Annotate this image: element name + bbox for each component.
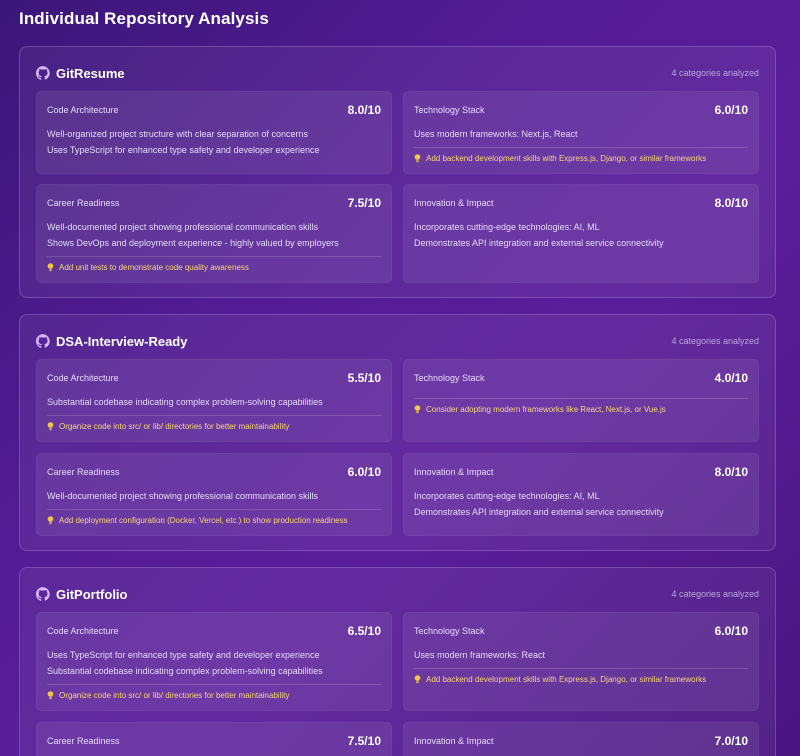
category-name: Code Architecture — [47, 373, 119, 383]
insight-line: Demonstrates API integration and externa… — [414, 238, 664, 248]
repo-card-gitresume: GitResume 4 categories analyzed Code Arc… — [19, 46, 776, 298]
insight-line: Shows DevOps and deployment experience -… — [47, 238, 339, 248]
category-name: Technology Stack — [414, 105, 485, 115]
category-name: Code Architecture — [47, 626, 119, 636]
category-score: 6.0/10 — [714, 103, 748, 117]
category-score: 6.0/10 — [347, 465, 381, 479]
insight-line: Well-organized project structure with cl… — [47, 129, 308, 139]
category-score: 8.0/10 — [714, 196, 748, 210]
category-card-career-readiness: Career Readiness 7.5/10 — [36, 722, 392, 756]
category-name: Innovation & Impact — [414, 198, 494, 208]
category-card-code-architecture: Code Architecture 5.5/10 Substantial code… — [36, 359, 392, 442]
insight-line: Substantial codebase indicating complex … — [47, 397, 323, 407]
category-card-innovation-impact: Innovation & Impact 8.0/10 Incorporates c… — [403, 453, 759, 536]
suggestion-tip: Organize code into src/ or lib/ director… — [47, 684, 381, 700]
category-card-career-readiness: Career Readiness 7.5/10 Well-documented p… — [36, 184, 392, 283]
insight-line: Uses modern frameworks: React — [414, 650, 546, 660]
page-title: Individual Repository Analysis — [19, 9, 269, 28]
category-score: 8.0/10 — [714, 465, 748, 479]
category-name: Career Readiness — [47, 198, 120, 208]
insight-line: Substantial codebase indicating complex … — [47, 666, 323, 676]
suggestion-text: Add unit tests to demonstrate code quali… — [59, 263, 249, 272]
github-icon — [36, 66, 50, 80]
category-name: Innovation & Impact — [414, 736, 494, 746]
categories-count: 4 categories analyzed — [671, 336, 759, 346]
category-card-code-architecture: Code Architecture 6.5/10 Uses TypeScript … — [36, 612, 392, 711]
lightbulb-icon — [414, 154, 421, 163]
category-score: 8.0/10 — [347, 103, 381, 117]
category-score: 7.0/10 — [714, 734, 748, 748]
category-score: 6.0/10 — [714, 624, 748, 638]
repo-card-gitportfolio: GitPortfolio 4 categories analyzed Code … — [19, 567, 776, 756]
category-card-technology-stack: Technology Stack 4.0/10 Consider adopting… — [403, 359, 759, 442]
insight-line: Uses TypeScript for enhanced type safety… — [47, 650, 320, 660]
insight-line: Uses modern frameworks: Next.js, React — [414, 129, 578, 139]
categories-count: 4 categories analyzed — [671, 68, 759, 78]
suggestion-text: Add deployment configuration (Docker, Ve… — [59, 516, 348, 525]
category-name: Technology Stack — [414, 626, 485, 636]
repo-name[interactable]: DSA-Interview-Ready — [56, 333, 188, 349]
category-score: 5.5/10 — [347, 371, 381, 385]
suggestion-text: Organize code into src/ or lib/ director… — [59, 422, 290, 431]
suggestion-tip: Add backend development skills with Expr… — [414, 668, 748, 684]
lightbulb-icon — [414, 675, 421, 684]
category-card-code-architecture: Code Architecture 8.0/10 Well-organized p… — [36, 91, 392, 174]
github-icon — [36, 334, 50, 348]
category-score: 6.5/10 — [347, 624, 381, 638]
suggestion-text: Organize code into src/ or lib/ director… — [59, 691, 290, 700]
category-name: Code Architecture — [47, 105, 119, 115]
category-card-technology-stack: Technology Stack 6.0/10 Uses modern frame… — [403, 91, 759, 174]
lightbulb-icon — [47, 422, 54, 431]
suggestion-tip: Add unit tests to demonstrate code quali… — [47, 256, 381, 272]
category-score: 4.0/10 — [714, 371, 748, 385]
repo-name[interactable]: GitResume — [56, 65, 125, 81]
repo-card-dsa-interview-ready: DSA-Interview-Ready 4 categories analyze… — [19, 314, 776, 551]
lightbulb-icon — [414, 405, 421, 414]
suggestion-tip: Consider adopting modern frameworks like… — [414, 398, 748, 414]
lightbulb-icon — [47, 263, 54, 272]
category-score: 7.5/10 — [347, 734, 381, 748]
category-card-career-readiness: Career Readiness 6.0/10 Well-documented p… — [36, 453, 392, 536]
insight-line: Well-documented project showing professi… — [47, 222, 318, 232]
repo-header: GitPortfolio 4 categories analyzed — [36, 584, 759, 604]
category-name: Career Readiness — [47, 736, 120, 746]
suggestion-text: Add backend development skills with Expr… — [426, 675, 707, 684]
insight-line: Well-documented project showing professi… — [47, 491, 318, 501]
insight-line: Incorporates cutting-edge technologies: … — [414, 491, 600, 501]
category-name: Career Readiness — [47, 467, 120, 477]
category-card-innovation-impact: Innovation & Impact 8.0/10 Incorporates c… — [403, 184, 759, 283]
github-icon — [36, 587, 50, 601]
repo-header: GitResume 4 categories analyzed — [36, 63, 759, 83]
category-score: 7.5/10 — [347, 196, 381, 210]
suggestion-text: Consider adopting modern frameworks like… — [426, 405, 666, 414]
lightbulb-icon — [47, 516, 54, 525]
lightbulb-icon — [47, 691, 54, 700]
category-card-innovation-impact: Innovation & Impact 7.0/10 — [403, 722, 759, 756]
category-name: Technology Stack — [414, 373, 485, 383]
category-name: Innovation & Impact — [414, 467, 494, 477]
suggestion-tip: Add backend development skills with Expr… — [414, 147, 748, 163]
insight-line: Incorporates cutting-edge technologies: … — [414, 222, 600, 232]
insight-line: Demonstrates API integration and externa… — [414, 507, 664, 517]
repo-header: DSA-Interview-Ready 4 categories analyze… — [36, 331, 759, 351]
category-card-technology-stack: Technology Stack 6.0/10 Uses modern frame… — [403, 612, 759, 711]
suggestion-tip: Add deployment configuration (Docker, Ve… — [47, 509, 381, 525]
suggestion-text: Add backend development skills with Expr… — [426, 154, 707, 163]
categories-count: 4 categories analyzed — [671, 589, 759, 599]
insight-line: Uses TypeScript for enhanced type safety… — [47, 145, 320, 155]
repo-name[interactable]: GitPortfolio — [56, 586, 128, 602]
suggestion-tip: Organize code into src/ or lib/ director… — [47, 415, 381, 431]
